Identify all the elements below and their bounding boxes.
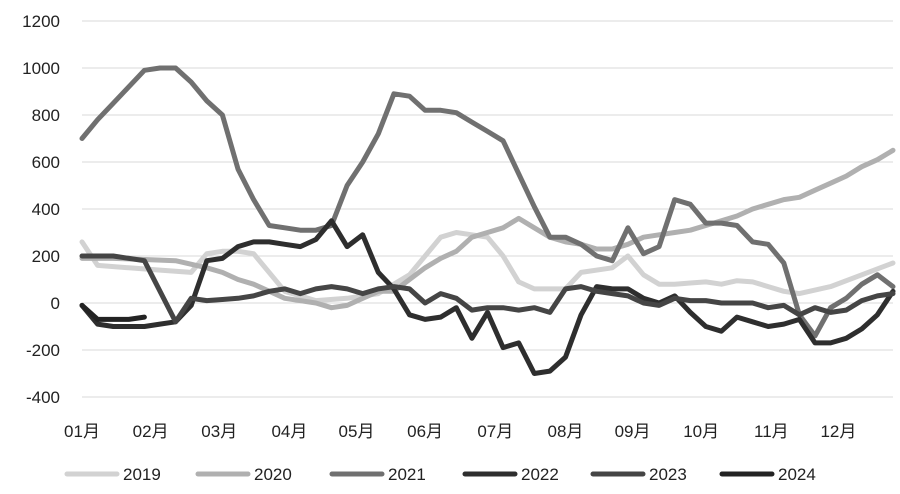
y-tick-label: 0 <box>51 294 60 313</box>
y-axis-ticks: -400 -200 0 200 400 600 800 1000 1200 <box>22 12 60 407</box>
x-tick-label: 07月 <box>477 422 513 441</box>
y-tick-label: -200 <box>26 341 60 360</box>
grid-lines <box>82 20 893 398</box>
series-line-2023 <box>79 253 896 325</box>
series-lines <box>79 65 896 376</box>
series-line-2022 <box>79 218 896 376</box>
series-line-2020 <box>79 147 896 311</box>
legend-label-2023: 2023 <box>649 465 687 484</box>
x-tick-label: 05月 <box>339 422 375 441</box>
legend-label-2022: 2022 <box>521 465 559 484</box>
series-line-2019 <box>79 230 896 304</box>
legend-label-2024: 2024 <box>778 465 816 484</box>
legend-label-2021: 2021 <box>388 465 426 484</box>
x-tick-label: 04月 <box>271 422 307 441</box>
x-tick-label: 02月 <box>133 422 169 441</box>
x-tick-label: 01月 <box>64 422 100 441</box>
legend-label-2020: 2020 <box>254 465 292 484</box>
x-tick-label: 12月 <box>820 422 856 441</box>
y-tick-label: 600 <box>32 153 60 172</box>
x-tick-label: 10月 <box>683 422 719 441</box>
y-tick-label: 800 <box>32 106 60 125</box>
x-tick-label: 03月 <box>201 422 237 441</box>
y-tick-label: 200 <box>32 247 60 266</box>
y-tick-label: -400 <box>26 388 60 407</box>
series-line-2021 <box>79 65 896 339</box>
series-line-2024 <box>79 302 147 322</box>
legend: 2019 2020 2021 2022 2023 2024 <box>64 465 816 484</box>
x-tick-label: 11月 <box>754 422 789 441</box>
x-tick-label: 06月 <box>407 422 443 441</box>
x-axis-ticks: 01月 02月 03月 04月 05月 06月 07月 08月 09月 10月 11月 12月 <box>64 422 856 441</box>
y-tick-label: 400 <box>32 200 60 219</box>
y-tick-label: 1000 <box>22 59 60 78</box>
y-tick-label: 1200 <box>22 12 60 31</box>
legend-label-2019: 2019 <box>123 465 161 484</box>
x-tick-label: 09月 <box>615 422 651 441</box>
x-tick-label: 08月 <box>548 422 584 441</box>
